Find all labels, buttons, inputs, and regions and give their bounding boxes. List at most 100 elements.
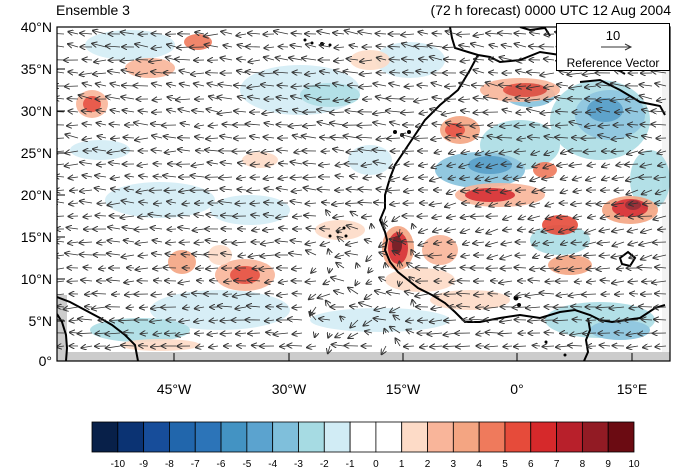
- wind-vector: [262, 112, 275, 114]
- wind-vector: [657, 99, 667, 101]
- wind-vector: [57, 201, 65, 203]
- wind-vector: [628, 281, 639, 282]
- wind-vector: [336, 164, 345, 166]
- wind-vector: [639, 216, 653, 217]
- wind-vector: [430, 109, 443, 112]
- wind-vector: [346, 203, 359, 204]
- wind-vector: [500, 125, 513, 126]
- wind-vector: [486, 190, 499, 191]
- wind-vector: [514, 346, 527, 347]
- wind-vector: [430, 346, 443, 347]
- wind-vector: [514, 177, 527, 179]
- wind-vector: [194, 214, 205, 216]
- wind-vector: [629, 203, 639, 204]
- wind-vector: [106, 46, 121, 47]
- wind-vector: [151, 294, 163, 295]
- wind-vector: [419, 59, 429, 60]
- wind-vector: [567, 73, 583, 75]
- wind-vector: [111, 177, 121, 179]
- wind-vector: [205, 45, 219, 47]
- wind-vector: [557, 294, 569, 296]
- wind-vector: [444, 59, 457, 60]
- wind-vector: [530, 268, 541, 269]
- colorbar-tick-label: -4: [268, 459, 278, 470]
- wind-vector: [178, 109, 191, 112]
- wind-vector: [359, 189, 373, 190]
- wind-vector: [333, 216, 345, 218]
- wind-vector: [615, 216, 625, 217]
- wind-vector: [642, 136, 653, 138]
- wind-vector: [137, 190, 149, 192]
- wind-vector: [638, 267, 653, 268]
- wind-vector: [364, 319, 373, 326]
- wind-vector: [366, 254, 373, 261]
- wind-vector: [432, 216, 443, 218]
- wind-vector: [556, 346, 569, 347]
- wind-vector: [165, 333, 177, 334]
- wind-vector: [292, 86, 303, 87]
- wind-vector: [123, 227, 135, 229]
- wind-vector: [447, 216, 457, 218]
- wind-vector: [151, 124, 163, 125]
- wind-vector: [602, 177, 611, 180]
- wind-vector: [324, 281, 331, 284]
- wind-vector: [461, 73, 471, 74]
- wind-vector: [83, 124, 93, 125]
- wind-vector: [545, 332, 555, 333]
- wind-vector: [345, 111, 359, 113]
- wind-vector: [57, 346, 65, 347]
- lat-label-30n: 30°N: [20, 103, 52, 119]
- wind-vector: [78, 319, 93, 320]
- wind-vector: [68, 32, 79, 34]
- wind-vector: [657, 151, 667, 154]
- wind-vector: [164, 136, 177, 138]
- wind-vector: [305, 73, 317, 75]
- wind-vector: [105, 333, 121, 334]
- wind-vector: [277, 294, 289, 295]
- wind-vector: [530, 32, 541, 34]
- wind-vector: [292, 307, 303, 308]
- wind-vector: [192, 111, 205, 113]
- wind-vector: [616, 320, 625, 321]
- wind-vector: [194, 84, 205, 87]
- wind-vector: [111, 110, 121, 112]
- wind-vector: [379, 252, 387, 255]
- wind-vector: [643, 346, 653, 348]
- colorbar-tick-label: -2: [319, 459, 329, 470]
- wind-vector: [106, 97, 121, 100]
- wind-vector: [389, 164, 401, 168]
- wind-vector: [392, 215, 401, 221]
- wind-vector: [390, 203, 401, 205]
- wind-vector: [334, 291, 345, 294]
- wind-vector: [127, 307, 135, 308]
- wind-vector: [138, 164, 149, 166]
- wind-vector: [165, 190, 177, 191]
- wind-vector: [486, 82, 499, 86]
- wind-vector: [599, 125, 611, 126]
- wind-vector: [597, 268, 611, 269]
- wind-vector: [515, 255, 527, 256]
- wind-vector: [461, 111, 471, 113]
- wind-vector: [290, 45, 303, 47]
- wind-vector: [191, 73, 205, 74]
- wind-vector: [642, 319, 653, 320]
- wind-vector: [83, 216, 93, 217]
- wind-vector: [461, 255, 471, 257]
- wind-vector: [279, 47, 289, 48]
- wind-vector: [262, 151, 275, 152]
- wind-vector: [222, 124, 233, 125]
- wind-vector: [461, 229, 471, 233]
- wind-vector: [387, 292, 401, 294]
- wind-vector: [247, 151, 261, 153]
- wind-vector: [68, 242, 79, 243]
- missing-data-west: [57, 295, 67, 361]
- wind-vector: [651, 124, 667, 125]
- wind-vector: [83, 59, 93, 60]
- wind-vector: [555, 137, 569, 138]
- wind-vector: [236, 34, 247, 36]
- colorbar-tick-label: -9: [139, 459, 149, 470]
- wind-vector: [375, 291, 387, 294]
- wind-vector: [411, 250, 414, 255]
- wind-vector: [279, 281, 289, 283]
- wind-vector: [57, 111, 65, 112]
